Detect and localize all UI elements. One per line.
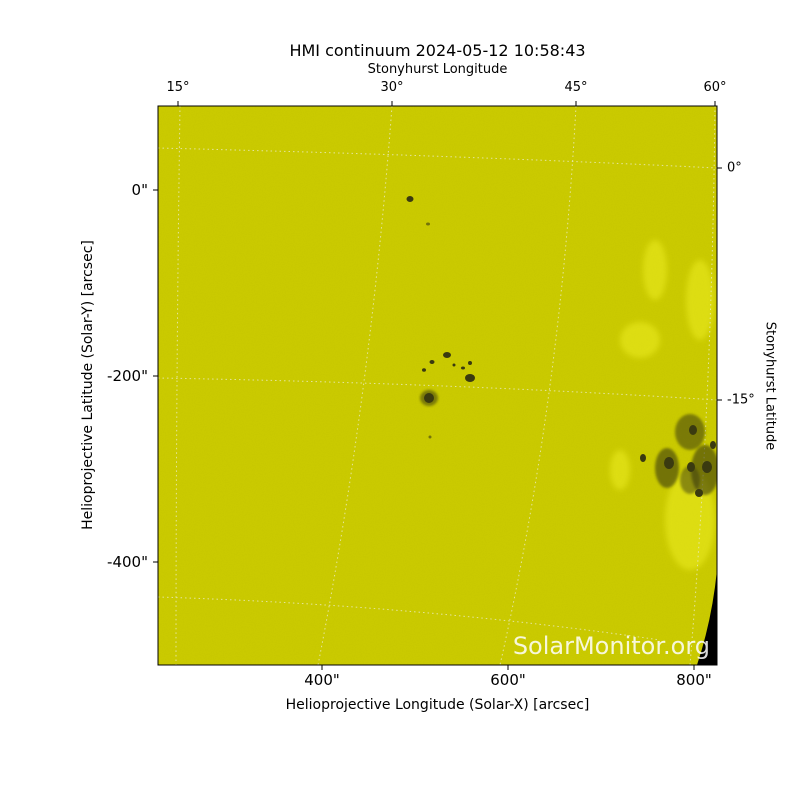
y-tick-minus-400: -400" — [107, 553, 148, 571]
heliographic-grid — [158, 106, 717, 665]
sunspot — [406, 196, 414, 202]
grid-latitude-minus-30 — [158, 596, 661, 641]
y-tick-minus-200: -200" — [107, 367, 148, 385]
sunspot — [640, 454, 646, 462]
plot-frame — [157, 105, 718, 666]
top-tick-15: 15° — [166, 80, 190, 95]
umbra — [687, 462, 695, 472]
grid-longitude-15 — [175, 106, 181, 665]
sunspot — [452, 363, 456, 367]
sunspot-group-north — [406, 196, 430, 226]
sunspot — [443, 352, 451, 358]
sunspot — [710, 441, 716, 449]
sunspot — [461, 366, 465, 370]
x-axis-label: Helioprojective Longitude (Solar-X) [arc… — [285, 697, 590, 713]
sunspot — [428, 435, 432, 439]
image-title: HMI continuum 2024-05-12 10:58:43 — [289, 41, 586, 60]
top-tick-45: 45° — [564, 80, 588, 95]
tick-marks — [153, 101, 722, 670]
right-tick-0: 0° — [727, 160, 742, 176]
right-tick-minus-15: -15° — [727, 392, 755, 408]
sunspot — [424, 393, 434, 403]
sunspot-group-east-limb — [640, 414, 717, 497]
y-tick-0: 0" — [131, 181, 148, 199]
watermark: SolarMonitor.org — [513, 632, 710, 660]
sunspot — [426, 222, 430, 226]
top-tick-30: 30° — [380, 80, 404, 95]
x-tick-800: 800" — [676, 671, 712, 689]
umbra — [689, 425, 697, 435]
umbra — [664, 457, 674, 469]
sunspot — [468, 361, 472, 365]
faculae-region — [610, 240, 715, 570]
penumbra — [680, 466, 700, 494]
sunspot — [429, 360, 435, 364]
x-tick-400: 400" — [304, 671, 340, 689]
sunspot — [422, 368, 426, 372]
space-beyond-limb — [697, 570, 717, 665]
umbra — [702, 461, 712, 473]
x-tick-600: 600" — [490, 671, 526, 689]
grid-longitude-30 — [317, 106, 393, 665]
umbra — [695, 489, 703, 497]
top-tick-60: 60° — [703, 80, 727, 95]
sunspot-group-central — [420, 352, 475, 439]
grid-longitude-45 — [499, 106, 577, 665]
top-axis-label: Stonyhurst Longitude — [367, 62, 508, 77]
sunspot — [465, 374, 475, 382]
